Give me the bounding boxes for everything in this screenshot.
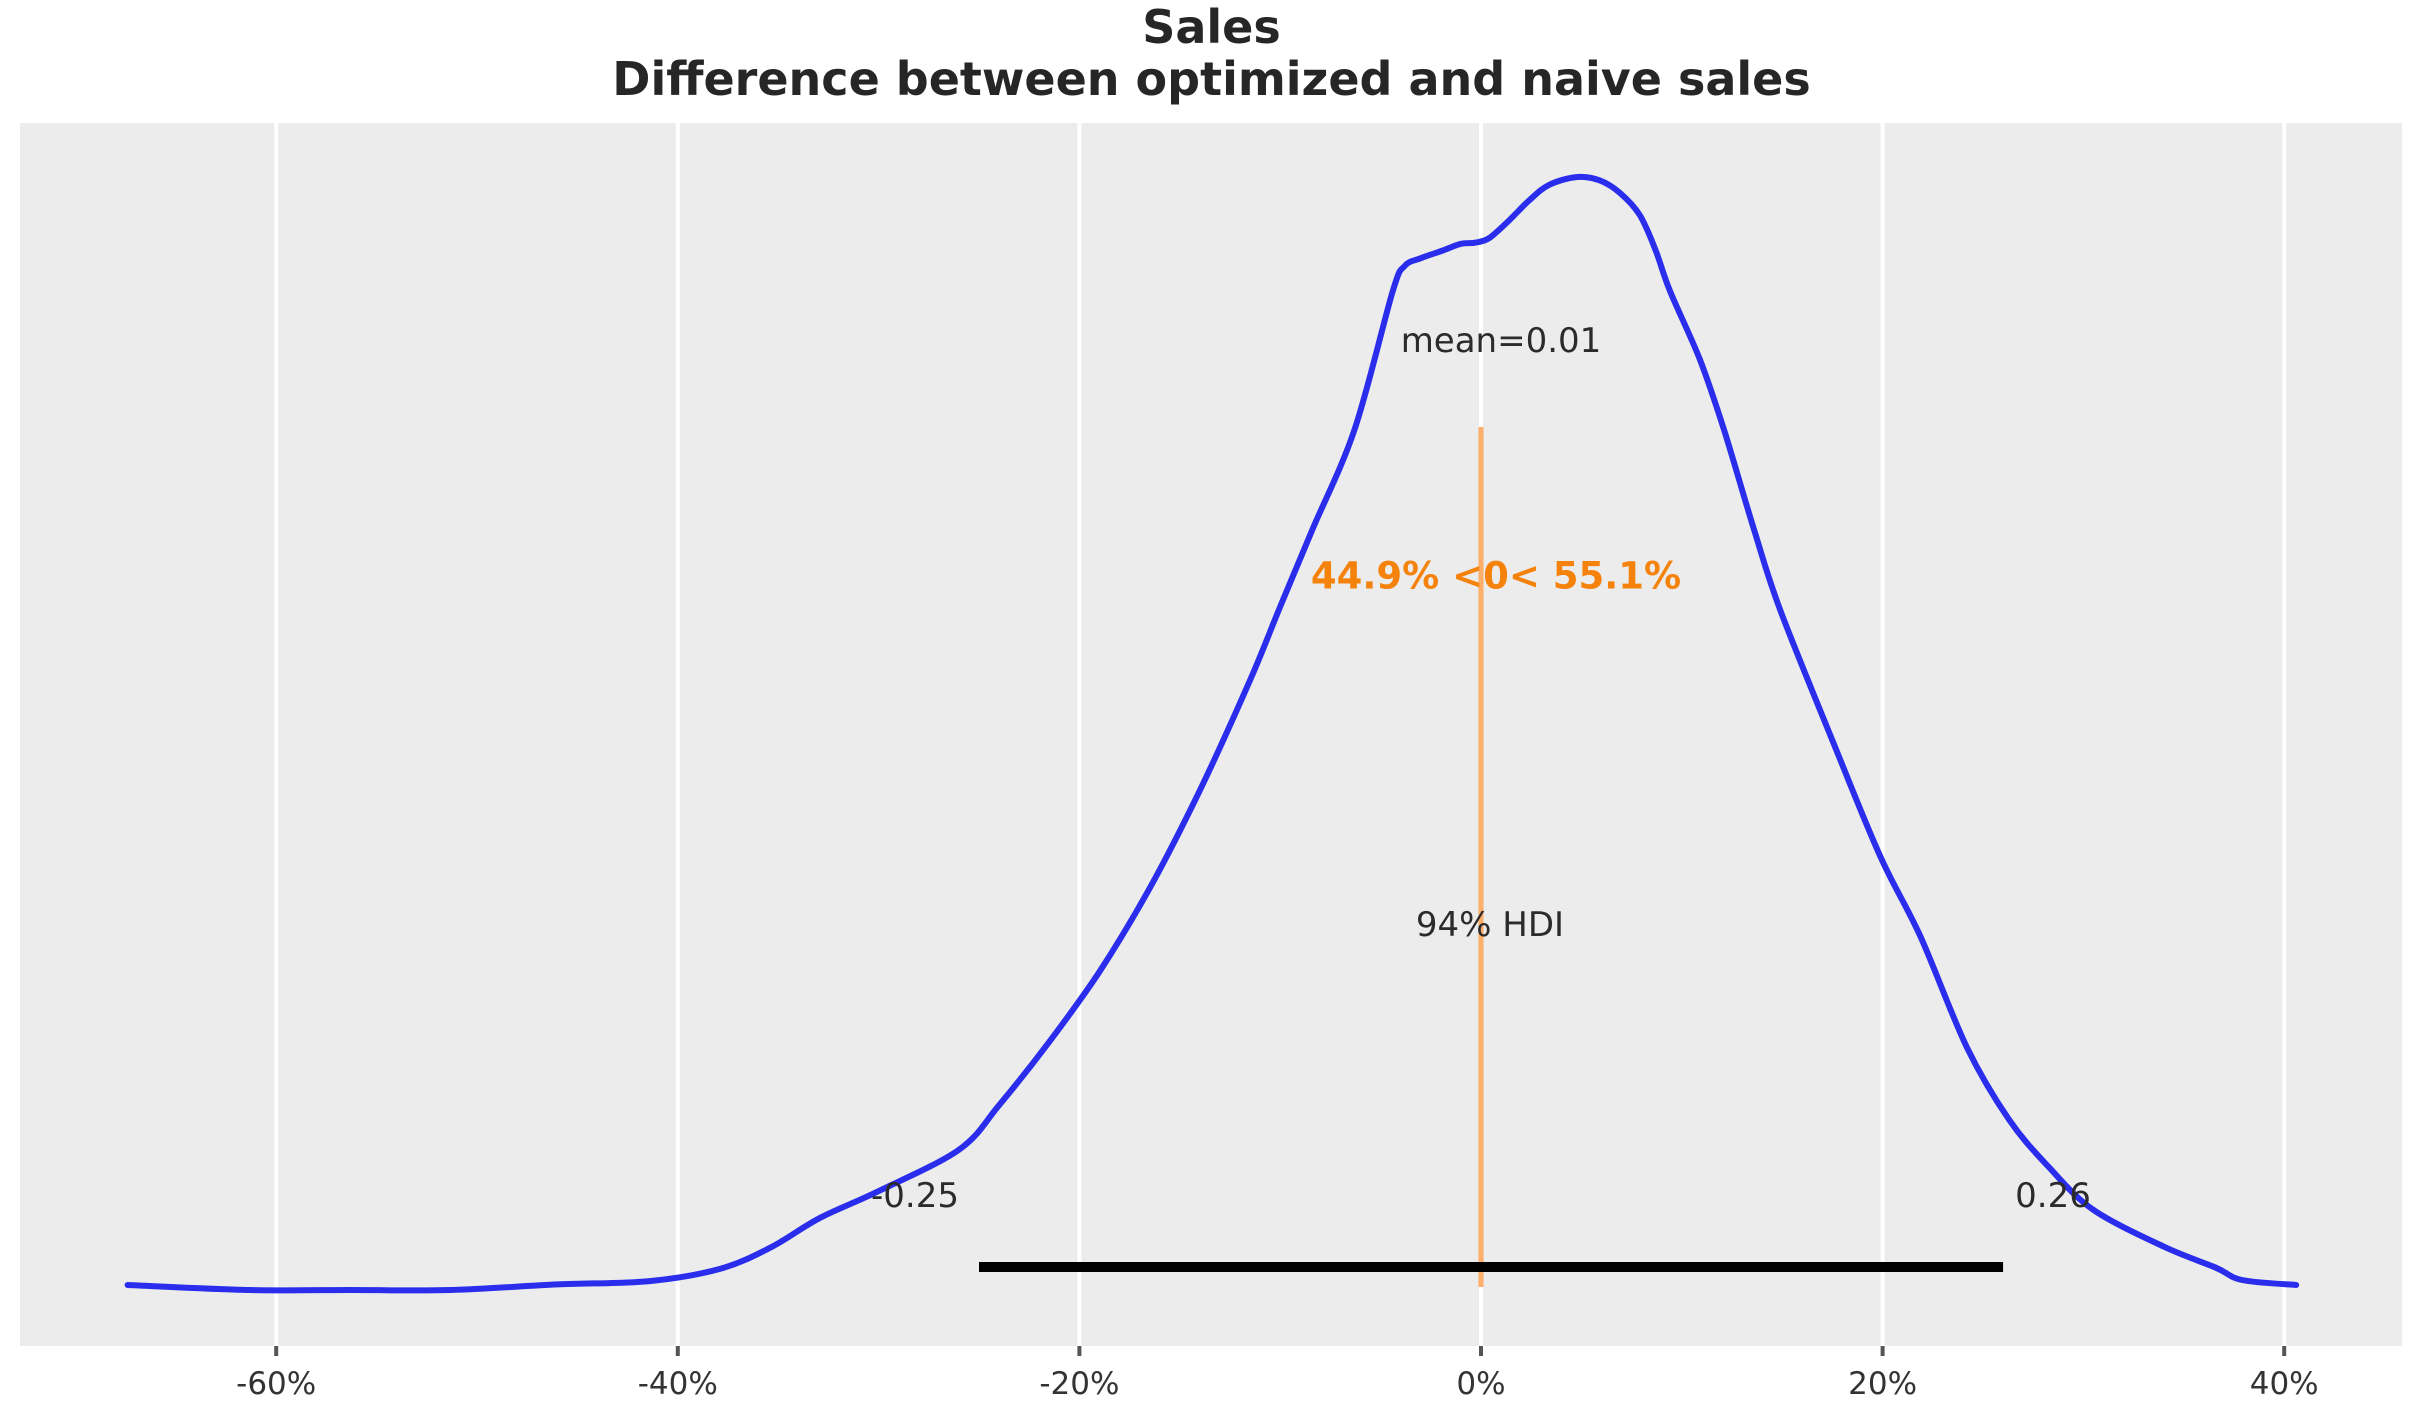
x-tick-label: -60%	[236, 1366, 317, 1402]
gridlines-group	[274, 123, 2287, 1346]
axis-ticks-group	[274, 1346, 2287, 1356]
x-tick-label: -40%	[637, 1366, 718, 1402]
x-tick-label: 40%	[2249, 1366, 2319, 1402]
kde-curve	[124, 173, 2300, 1294]
plot-area	[20, 123, 2402, 1346]
chart-title-line-1: Sales	[1142, 0, 1281, 54]
hdi-label: 94% HDI	[1415, 905, 1565, 945]
hdi-lower-value-label: -0.25	[871, 1176, 959, 1216]
mean-label: mean=0.01	[1400, 321, 1602, 361]
reference-probability-label: 44.9% <0< 55.1%	[1310, 554, 1682, 598]
chart-title-line-2: Difference between optimized and naive s…	[612, 51, 1811, 106]
x-tick-label: 0%	[1456, 1366, 1506, 1402]
chart-title: Sales Difference between optimized and n…	[0, 0, 2423, 106]
x-tick-label: 20%	[1848, 1366, 1918, 1402]
x-tick-label: -20%	[1039, 1366, 1120, 1402]
hdi-upper-value-label: 0.26	[2015, 1176, 2091, 1216]
